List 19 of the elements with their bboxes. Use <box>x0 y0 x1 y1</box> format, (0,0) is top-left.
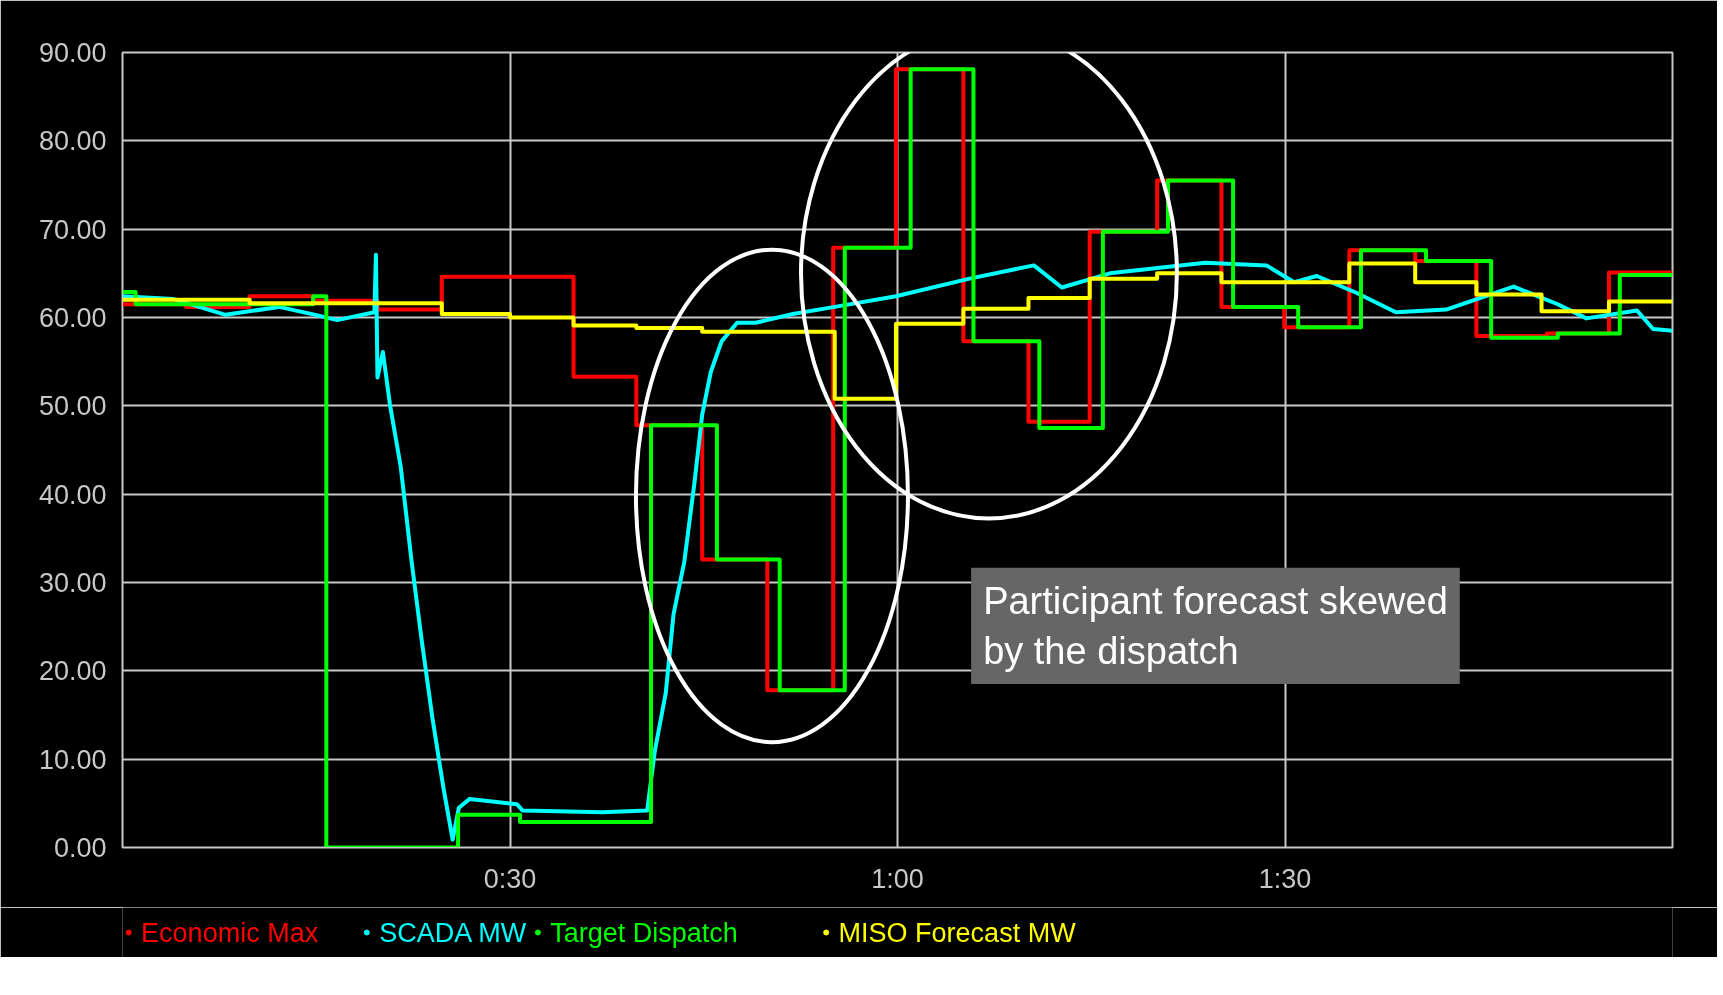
legend-label: MISO Forecast MW <box>838 917 1077 948</box>
y-tick-label: 10.00 <box>38 744 107 775</box>
y-tick-label: 40.00 <box>38 479 107 510</box>
legend-label: Economic Max <box>141 917 319 948</box>
y-tick-label: 50.00 <box>38 391 107 422</box>
legend-label: SCADA MW <box>379 917 527 948</box>
y-tick-label: 80.00 <box>38 126 107 157</box>
y-tick-label: 30.00 <box>38 568 107 598</box>
y-tick-label: 90.00 <box>38 38 107 68</box>
y-tick-label: 60.00 <box>38 303 107 333</box>
y-tick-label: 0.00 <box>53 833 107 863</box>
x-tick-label: 0:30 <box>483 863 537 894</box>
annotation: Participant forecast skewed by the dispatch <box>983 579 1448 673</box>
line-series <box>122 252 1673 842</box>
legend-label: Target Dispatch <box>550 917 738 948</box>
y-tick-label: 70.00 <box>38 214 107 245</box>
x-tick-label: 1:00 <box>871 863 924 894</box>
y-tick-label: 20.00 <box>38 656 107 687</box>
x-tick-label: 1:30 <box>1258 863 1312 894</box>
